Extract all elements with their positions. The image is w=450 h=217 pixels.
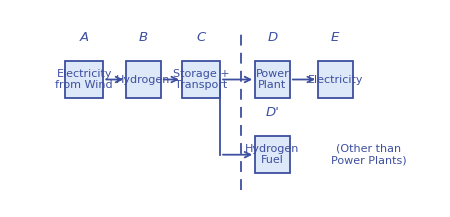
Text: A: A (80, 31, 89, 44)
Text: Electricity
from Wind: Electricity from Wind (55, 69, 113, 90)
Text: Storage +
Transport: Storage + Transport (173, 69, 230, 90)
Bar (255, 61, 290, 98)
Bar (126, 61, 161, 98)
Text: Hydrogen: Hydrogen (116, 74, 171, 84)
Bar (318, 61, 353, 98)
Text: Hydrogen
Fuel: Hydrogen Fuel (245, 144, 300, 166)
Text: E: E (331, 31, 339, 44)
Text: B: B (139, 31, 148, 44)
Bar (182, 61, 220, 98)
Bar (255, 136, 290, 173)
Text: Power
Plant: Power Plant (256, 69, 289, 90)
Bar (65, 61, 104, 98)
Text: (Other than
Power Plants): (Other than Power Plants) (331, 144, 406, 166)
Text: D: D (267, 31, 278, 44)
Text: D': D' (266, 106, 279, 119)
Text: Electricity: Electricity (307, 74, 363, 84)
Text: C: C (196, 31, 206, 44)
